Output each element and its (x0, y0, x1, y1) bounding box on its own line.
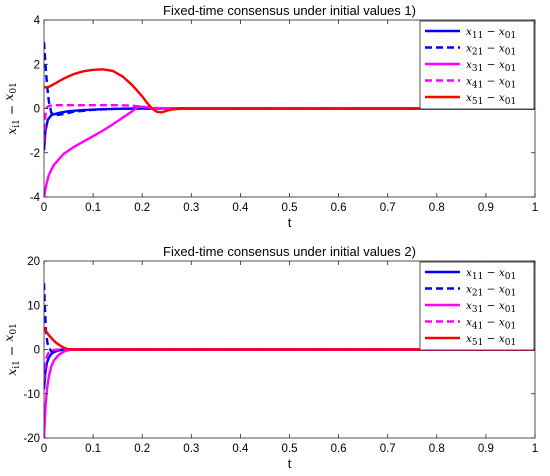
legend-entry-2: x21 − x01 (466, 43, 516, 58)
x-tick-label: 0.9 (478, 443, 494, 455)
y-tick-label: 0 (34, 104, 40, 116)
x-tick-label: 0.5 (282, 443, 298, 455)
x-tick-label: 0.1 (85, 443, 101, 455)
legend-entry-4: x41 − x01 (466, 317, 516, 332)
chart-title: Fixed-time consensus under initial value… (163, 244, 416, 259)
x-tick-label: 0.9 (478, 202, 494, 214)
y-tick-label: -4 (30, 192, 41, 204)
series-lines (44, 42, 535, 197)
x-tick-label: 0.6 (331, 202, 347, 214)
series-lines (44, 283, 535, 438)
y-tick-label: -20 (23, 433, 40, 445)
y-tick-label: 4 (34, 15, 41, 27)
x-tick-label: 0.1 (85, 202, 101, 214)
legend-entry-3: x31 − x01 (466, 59, 516, 74)
series-line-5 (44, 326, 535, 351)
chart-panel-1: 0 0.1 0.2 0.3 0.4 0.5 0.6 0.7 0.8 0.9 1 -4 -2 0 2 4 Fixe… (1, 3, 538, 230)
legend-entry-2: x21 − x01 (466, 284, 516, 299)
x-tick-label: 0.4 (232, 443, 249, 455)
y-axis-label: xi1 − x01 (1, 323, 22, 376)
legend-entry-3: x31 − x01 (466, 300, 516, 315)
legend-entry-1: x11 − x01 (466, 267, 516, 282)
x-axis-label: t (288, 456, 292, 471)
chart-title: Fixed-time consensus under initial value… (163, 3, 416, 18)
x-tick-label: 0.3 (183, 443, 199, 455)
y-tick-label: 10 (27, 300, 40, 312)
legend-box (419, 20, 535, 110)
x-tick-label: 0.8 (429, 443, 445, 455)
y-tick-label: 20 (27, 256, 40, 268)
x-tick-label: 0.2 (134, 202, 150, 214)
y-tick-label: 0 (34, 345, 40, 357)
legend-entry-1: x11 − x01 (466, 26, 516, 41)
x-tick-label: 0.3 (183, 202, 199, 214)
x-axis-label: t (288, 215, 292, 230)
series-line-2 (44, 283, 535, 353)
x-tick-label: 0 (41, 202, 47, 214)
legend-entry-5: x51 − x01 (466, 92, 516, 107)
x-tick-label: 0.5 (282, 202, 298, 214)
x-tick-label: 0.2 (134, 443, 150, 455)
x-tick-label: 0.6 (331, 443, 347, 455)
series-line-5 (44, 68, 535, 114)
x-tick-label: 0.4 (232, 202, 249, 214)
y-tick-label: -2 (30, 148, 40, 160)
x-tick-label: 0.7 (380, 443, 396, 455)
series-line-4 (44, 348, 535, 381)
x-tick-label: 0 (41, 443, 47, 455)
x-tick-label: 0.7 (380, 202, 396, 214)
x-tick-label: 1 (532, 202, 538, 214)
legend-entry-5: x51 − x01 (466, 333, 516, 348)
y-axis-label: xi1 − x01 (1, 82, 22, 135)
series-line-4 (44, 103, 535, 142)
x-tick-label: 0.8 (429, 202, 445, 214)
legend-entry-4: x41 − x01 (466, 76, 516, 91)
chart-panel-2: 0 0.1 0.2 0.3 0.4 0.5 0.6 0.7 0.8 0.9 1 -20 -10 0 10 20… (1, 244, 538, 471)
x-tick-label: 1 (532, 443, 538, 455)
y-tick-label: 2 (34, 59, 40, 71)
y-tick-label: -10 (23, 389, 40, 401)
